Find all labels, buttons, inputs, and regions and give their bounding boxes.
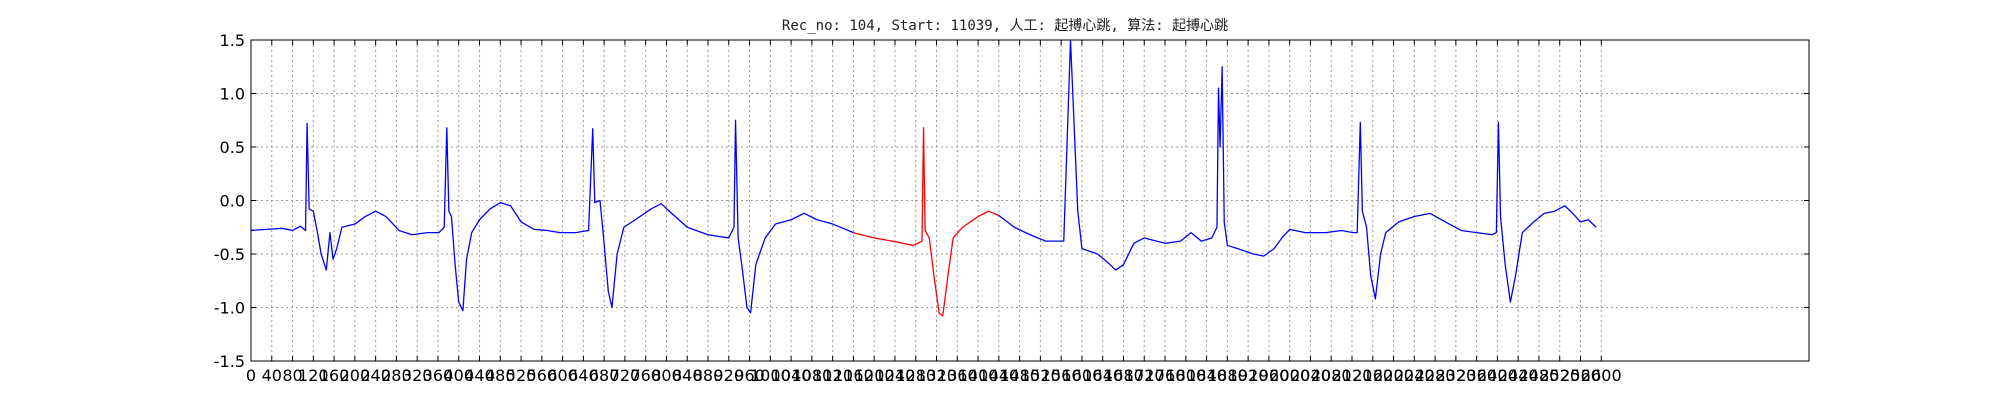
x-tick-label: 960 <box>734 366 765 385</box>
x-tick-label: 1000 <box>750 366 791 385</box>
x-tick-label: 1880 <box>1207 366 1248 385</box>
x-tick-label: 2080 <box>1311 366 1352 385</box>
x-tick-label: 2600 <box>1581 366 1622 385</box>
series-layer <box>250 39 1597 317</box>
x-tick-label: 240 <box>360 366 391 385</box>
x-tick-label: 640 <box>568 366 599 385</box>
x-tick-label: 160 <box>319 366 350 385</box>
x-tick-label: 2200 <box>1373 366 1414 385</box>
y-tick-label: -1.5 <box>214 352 245 371</box>
x-tick-label: 320 <box>402 366 433 385</box>
x-tick-label: 440 <box>464 366 495 385</box>
x-tick-label: 280 <box>381 366 412 385</box>
x-tick-label: 1160 <box>833 366 874 385</box>
x-axis: 0 40 8012016020024028032036040044048052056… <box>246 40 1622 385</box>
x-tick-label: 2000 <box>1269 366 1310 385</box>
x-tick-label: 1320 <box>916 366 957 385</box>
x-tick-label: 1800 <box>1165 366 1206 385</box>
x-tick-label: 600 <box>547 366 578 385</box>
x-tick-label: 1360 <box>937 366 978 385</box>
x-tick-label: 560 <box>527 366 558 385</box>
x-tick-label: 1920 <box>1228 366 1269 385</box>
y-axis: 1.5 1.0 0.5 0.0 -0.5 -1.0 -1.5 <box>214 31 1809 371</box>
x-tick-label: 2040 <box>1290 366 1331 385</box>
y-tick-label: -0.5 <box>214 245 245 264</box>
x-tick-label: 80 <box>282 366 302 385</box>
x-tick-label: 2360 <box>1456 366 1497 385</box>
x-tick-label: 1520 <box>1020 366 1061 385</box>
x-tick-label: 1720 <box>1124 366 1165 385</box>
x-tick-label: 520 <box>506 366 537 385</box>
series-line-highlight <box>853 127 1000 317</box>
x-tick-label: 40 <box>262 366 282 385</box>
x-tick-label: 1960 <box>1249 366 1290 385</box>
x-tick-label: 760 <box>630 366 661 385</box>
x-tick-label: 1760 <box>1145 366 1186 385</box>
x-tick-label: 400 <box>443 366 474 385</box>
x-tick-label: 2400 <box>1477 366 1518 385</box>
x-tick-label: 1280 <box>895 366 936 385</box>
x-tick-label: 2480 <box>1519 366 1560 385</box>
y-tick-label: 1.5 <box>220 31 245 50</box>
x-tick-label: 1080 <box>792 366 833 385</box>
y-tick-label: 0.0 <box>220 192 245 211</box>
x-tick-label: 2520 <box>1539 366 1580 385</box>
series-line <box>250 119 854 314</box>
x-tick-label: 2560 <box>1560 366 1601 385</box>
y-tick-label: 1.0 <box>220 85 245 104</box>
x-tick-label: 1040 <box>771 366 812 385</box>
x-tick-label: 720 <box>610 366 641 385</box>
x-tick-label: 1240 <box>875 366 916 385</box>
x-tick-label: 1200 <box>854 366 895 385</box>
x-tick-label: 1600 <box>1062 366 1103 385</box>
plot-frame <box>250 39 1810 362</box>
x-tick-label: 1640 <box>1082 366 1123 385</box>
x-tick-label: 200 <box>340 366 371 385</box>
x-tick-label: 2440 <box>1498 366 1539 385</box>
x-tick-label: 2280 <box>1415 366 1456 385</box>
x-tick-label: 1680 <box>1103 366 1144 385</box>
x-tick-label: 2240 <box>1394 366 1435 385</box>
x-tick-label: 1560 <box>1041 366 1082 385</box>
y-tick-label: -1.0 <box>214 299 245 318</box>
x-tick-label: 480 <box>485 366 516 385</box>
x-tick-label: 1480 <box>999 366 1040 385</box>
x-tick-label: 2160 <box>1352 366 1393 385</box>
x-tick-label: 1120 <box>812 366 853 385</box>
x-tick-label: 1400 <box>958 366 999 385</box>
x-tick-label: 2120 <box>1332 366 1373 385</box>
x-tick-label: 800 <box>651 366 682 385</box>
x-tick-label: 1840 <box>1186 366 1227 385</box>
series-line <box>998 39 1597 303</box>
y-tick-label: 0.5 <box>220 138 245 157</box>
x-tick-label: 840 <box>672 366 703 385</box>
x-tick-label: 2320 <box>1435 366 1476 385</box>
x-tick-label: 880 <box>693 366 724 385</box>
x-tick-label: 680 <box>589 366 620 385</box>
x-tick-label: 0 <box>246 366 256 385</box>
x-tick-label: 360 <box>423 366 454 385</box>
x-tick-label: 120 <box>298 366 329 385</box>
grid <box>250 39 1809 362</box>
chart-title: Rec_no: 104, Start: 11039, 人工: 起搏心跳, 算法:… <box>782 17 1228 34</box>
x-tick-label: 920 <box>714 366 745 385</box>
x-tick-label: 1440 <box>978 366 1019 385</box>
